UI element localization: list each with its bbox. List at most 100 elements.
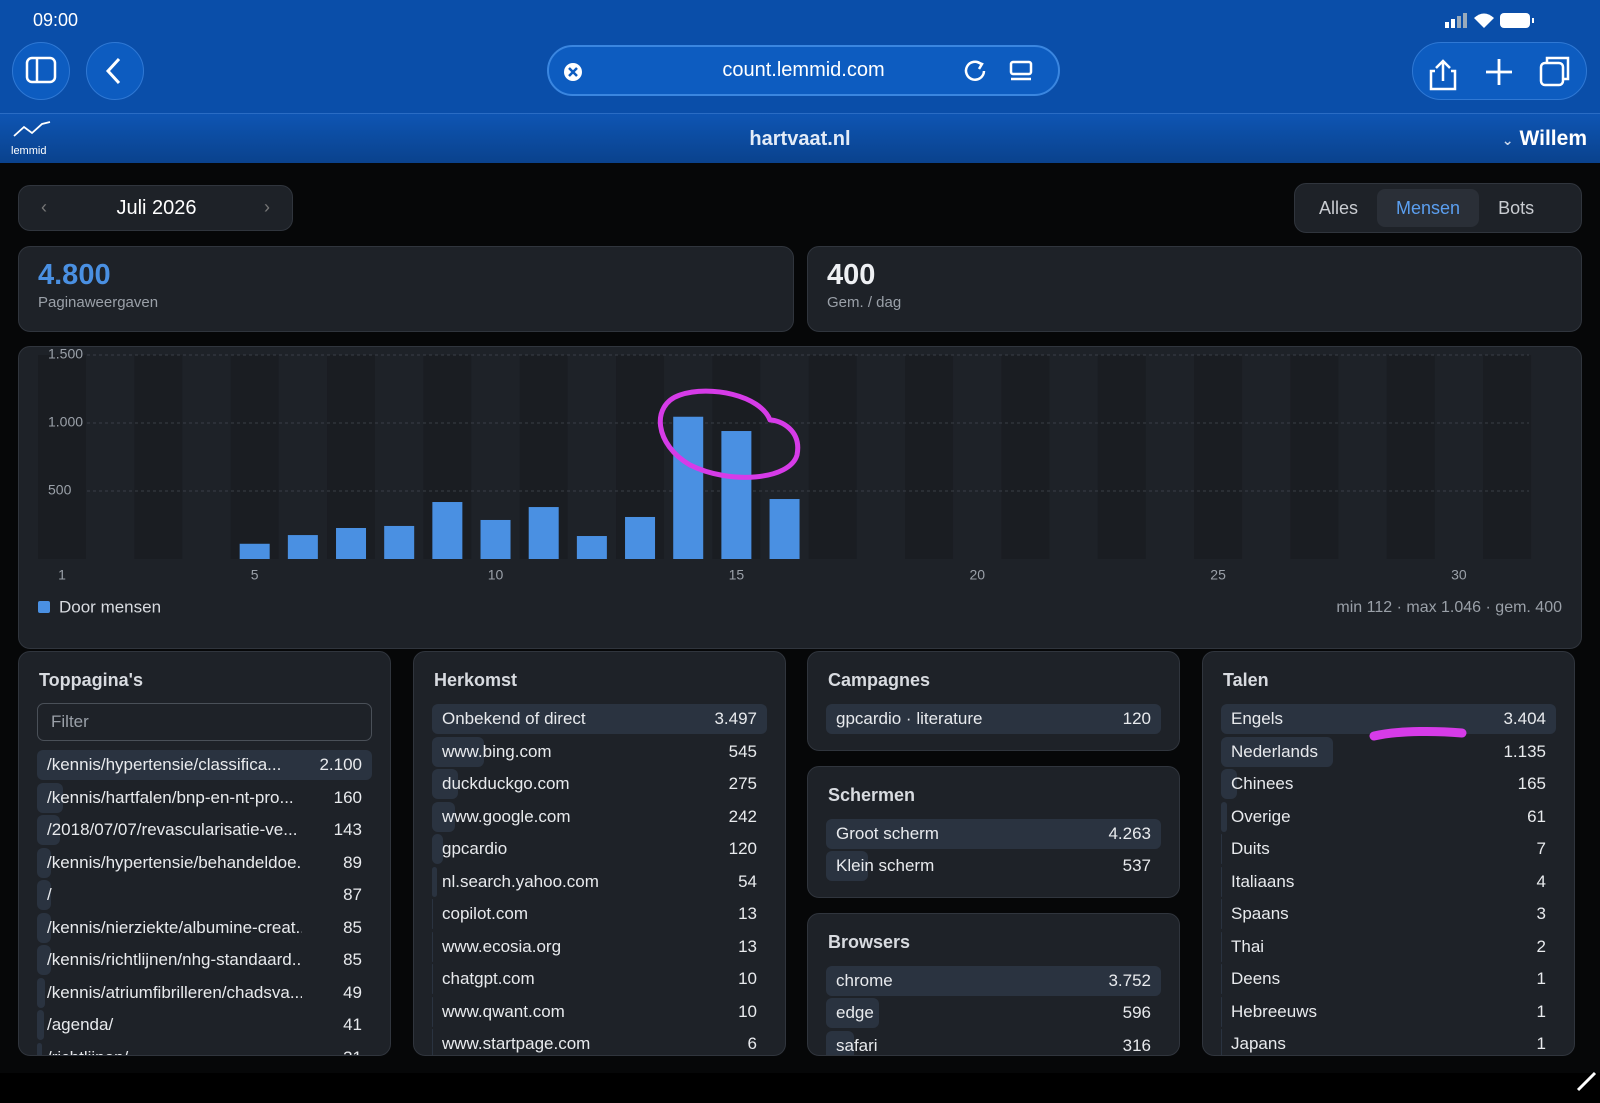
url-actions xyxy=(964,60,1033,81)
list-row[interactable]: www.google.com 242 xyxy=(432,801,767,834)
row-count: 3 xyxy=(1536,904,1546,923)
filter-option[interactable]: Mensen xyxy=(1377,189,1480,227)
day-column xyxy=(327,355,376,559)
column: Herkomst Onbekend of direct 3.497 www.bing.… xyxy=(413,651,786,1056)
row-count: 7 xyxy=(1536,839,1546,858)
list-row[interactable]: Groot scherm 4.263 xyxy=(826,818,1161,851)
list-row[interactable]: chrome 3.752 xyxy=(826,965,1161,998)
list-row[interactable]: Klein scherm 537 xyxy=(826,850,1161,883)
row-bar xyxy=(1221,736,1333,767)
toolbar-actions[interactable] xyxy=(1412,42,1587,100)
back-icon xyxy=(105,57,121,85)
clear-icon xyxy=(564,63,582,81)
row-bar xyxy=(826,998,880,1028)
list-row[interactable]: /richtlijnen/31 xyxy=(37,1042,372,1055)
row-label: duckduckgo.com xyxy=(442,774,570,793)
list-row[interactable]: www.bing.com 545 xyxy=(432,736,767,769)
sidebar-button[interactable] xyxy=(12,42,70,100)
list-row[interactable]: / 87 xyxy=(37,879,372,912)
list-row[interactable]: gpcardio · literature 120 xyxy=(826,703,1161,736)
list-row[interactable]: Duits 7 xyxy=(1221,833,1556,866)
row-bar xyxy=(432,866,438,897)
bar xyxy=(480,519,511,559)
corner-mark xyxy=(1576,1071,1597,1092)
address-bar[interactable]: count.lemmid.com xyxy=(547,45,1060,96)
row-count: 4 xyxy=(1536,871,1546,891)
x-tick-label: 30 xyxy=(1451,567,1467,583)
panel-title: Campagnes xyxy=(828,670,931,690)
list-row[interactable]: www.ecosia.org 13 xyxy=(432,931,767,964)
row-label: Thai xyxy=(1231,936,1265,956)
row-count: 4.263 xyxy=(1108,823,1151,843)
row-count: 120 xyxy=(728,839,757,858)
list-row[interactable]: www.startpage.com 6 xyxy=(432,1028,767,1055)
list-row[interactable]: Spaans 3 xyxy=(1221,898,1556,931)
next-period[interactable]: › xyxy=(264,197,270,217)
row-label: chatgpt.com xyxy=(442,969,535,988)
list-row[interactable]: nl.search.yahoo.com 54 xyxy=(432,866,767,899)
row-count: 120 xyxy=(1122,709,1151,728)
row-count: 2.100 xyxy=(319,755,362,774)
list-row[interactable]: /kennis/hartfalen/bnp-en-nt-pro... 160 xyxy=(37,782,372,815)
period-picker: ‹ Juli 2026 › xyxy=(18,185,293,231)
site-name[interactable]: hartvaat.nl xyxy=(749,128,851,150)
list-row[interactable]: /kennis/richtlijnen/nhg-standaard... 85 xyxy=(37,944,372,977)
list-row[interactable]: /kennis/atriumfibrilleren/chadsva... 49 xyxy=(37,977,372,1010)
row-label: www.qwant.com xyxy=(442,1001,565,1021)
day-column xyxy=(1290,355,1339,559)
filter-option[interactable]: Bots xyxy=(1498,198,1535,218)
row-label: Overige xyxy=(1231,806,1291,826)
row-label: www.bing.com xyxy=(442,741,552,761)
list-row[interactable]: copilot.com 13 xyxy=(432,898,767,931)
list-row[interactable]: /kennis/hypertensie/classifica... 2.100 xyxy=(37,749,372,782)
bar xyxy=(769,499,800,559)
back-button[interactable] xyxy=(86,42,144,100)
column: Talen Engels 3.404 Nederlands 1.135 Chinees 16… xyxy=(1202,651,1575,1056)
list-row[interactable]: Hebreeuws 1 xyxy=(1221,996,1556,1029)
list-row[interactable]: Chinees 165 xyxy=(1221,768,1556,801)
row-count: 49 xyxy=(343,982,362,1002)
list-row[interactable]: Japans 1 xyxy=(1221,1028,1556,1055)
row-count: 6 xyxy=(747,1034,757,1053)
row-bar xyxy=(432,964,433,994)
list-row[interactable]: Nederlands 1.135 xyxy=(1221,736,1556,769)
row-label: Groot scherm xyxy=(836,823,939,843)
row-count: 10 xyxy=(738,969,757,988)
app-header: lemmid hartvaat.nl ⌄ Willem xyxy=(0,113,1600,163)
row-count: 242 xyxy=(728,806,757,826)
row-bar xyxy=(432,931,434,962)
row-count: 85 xyxy=(343,950,362,969)
user-menu[interactable]: ⌄ Willem xyxy=(1501,127,1587,150)
filter-option[interactable]: Alles xyxy=(1319,198,1359,218)
list-row[interactable]: duckduckgo.com 275 xyxy=(432,768,767,801)
row-label: chrome xyxy=(836,970,893,990)
row-label: Hebreeuws xyxy=(1231,1001,1317,1021)
list-row[interactable]: /agenda/41 xyxy=(37,1009,372,1042)
list-row[interactable]: Italiaans 4 xyxy=(1221,866,1556,899)
row-bar xyxy=(1221,801,1227,832)
row-bar xyxy=(37,880,51,910)
list-row[interactable]: Overige 61 xyxy=(1221,801,1556,834)
list-row[interactable]: safari 316 xyxy=(826,1030,1161,1056)
prev-period[interactable]: ‹ xyxy=(41,197,47,217)
stat-label: Paginaweergaven xyxy=(38,294,159,311)
row-label: www.startpage.com xyxy=(442,1034,591,1053)
row-label: www.google.com xyxy=(442,806,571,826)
list-row[interactable]: Engels 3.404 xyxy=(1221,703,1556,736)
list-row[interactable]: gpcardio 120 xyxy=(432,833,767,866)
list-row[interactable]: Deens 1 xyxy=(1221,963,1556,996)
list-row[interactable]: /2018/07/07/revascularisatie-ve... 143 xyxy=(37,814,372,847)
filter-input[interactable]: Filter xyxy=(37,703,372,741)
list-row[interactable]: Thai 2 xyxy=(1221,931,1556,964)
period-label: Juli 2026 xyxy=(116,197,197,219)
list-row[interactable]: chatgpt.com 10 xyxy=(432,963,767,996)
list-row[interactable]: /kennis/hypertensie/behandeldoe... 89 xyxy=(37,847,372,880)
list-row[interactable]: www.qwant.com 10 xyxy=(432,996,767,1029)
list-row[interactable]: edge 596 xyxy=(826,997,1161,1030)
row-bar xyxy=(37,782,63,813)
list-row[interactable]: Onbekend of direct 3.497 xyxy=(432,703,767,736)
list-row[interactable]: /kennis/nierziekte/albumine-creat... 85 xyxy=(37,912,372,945)
row-count: 275 xyxy=(728,774,757,793)
